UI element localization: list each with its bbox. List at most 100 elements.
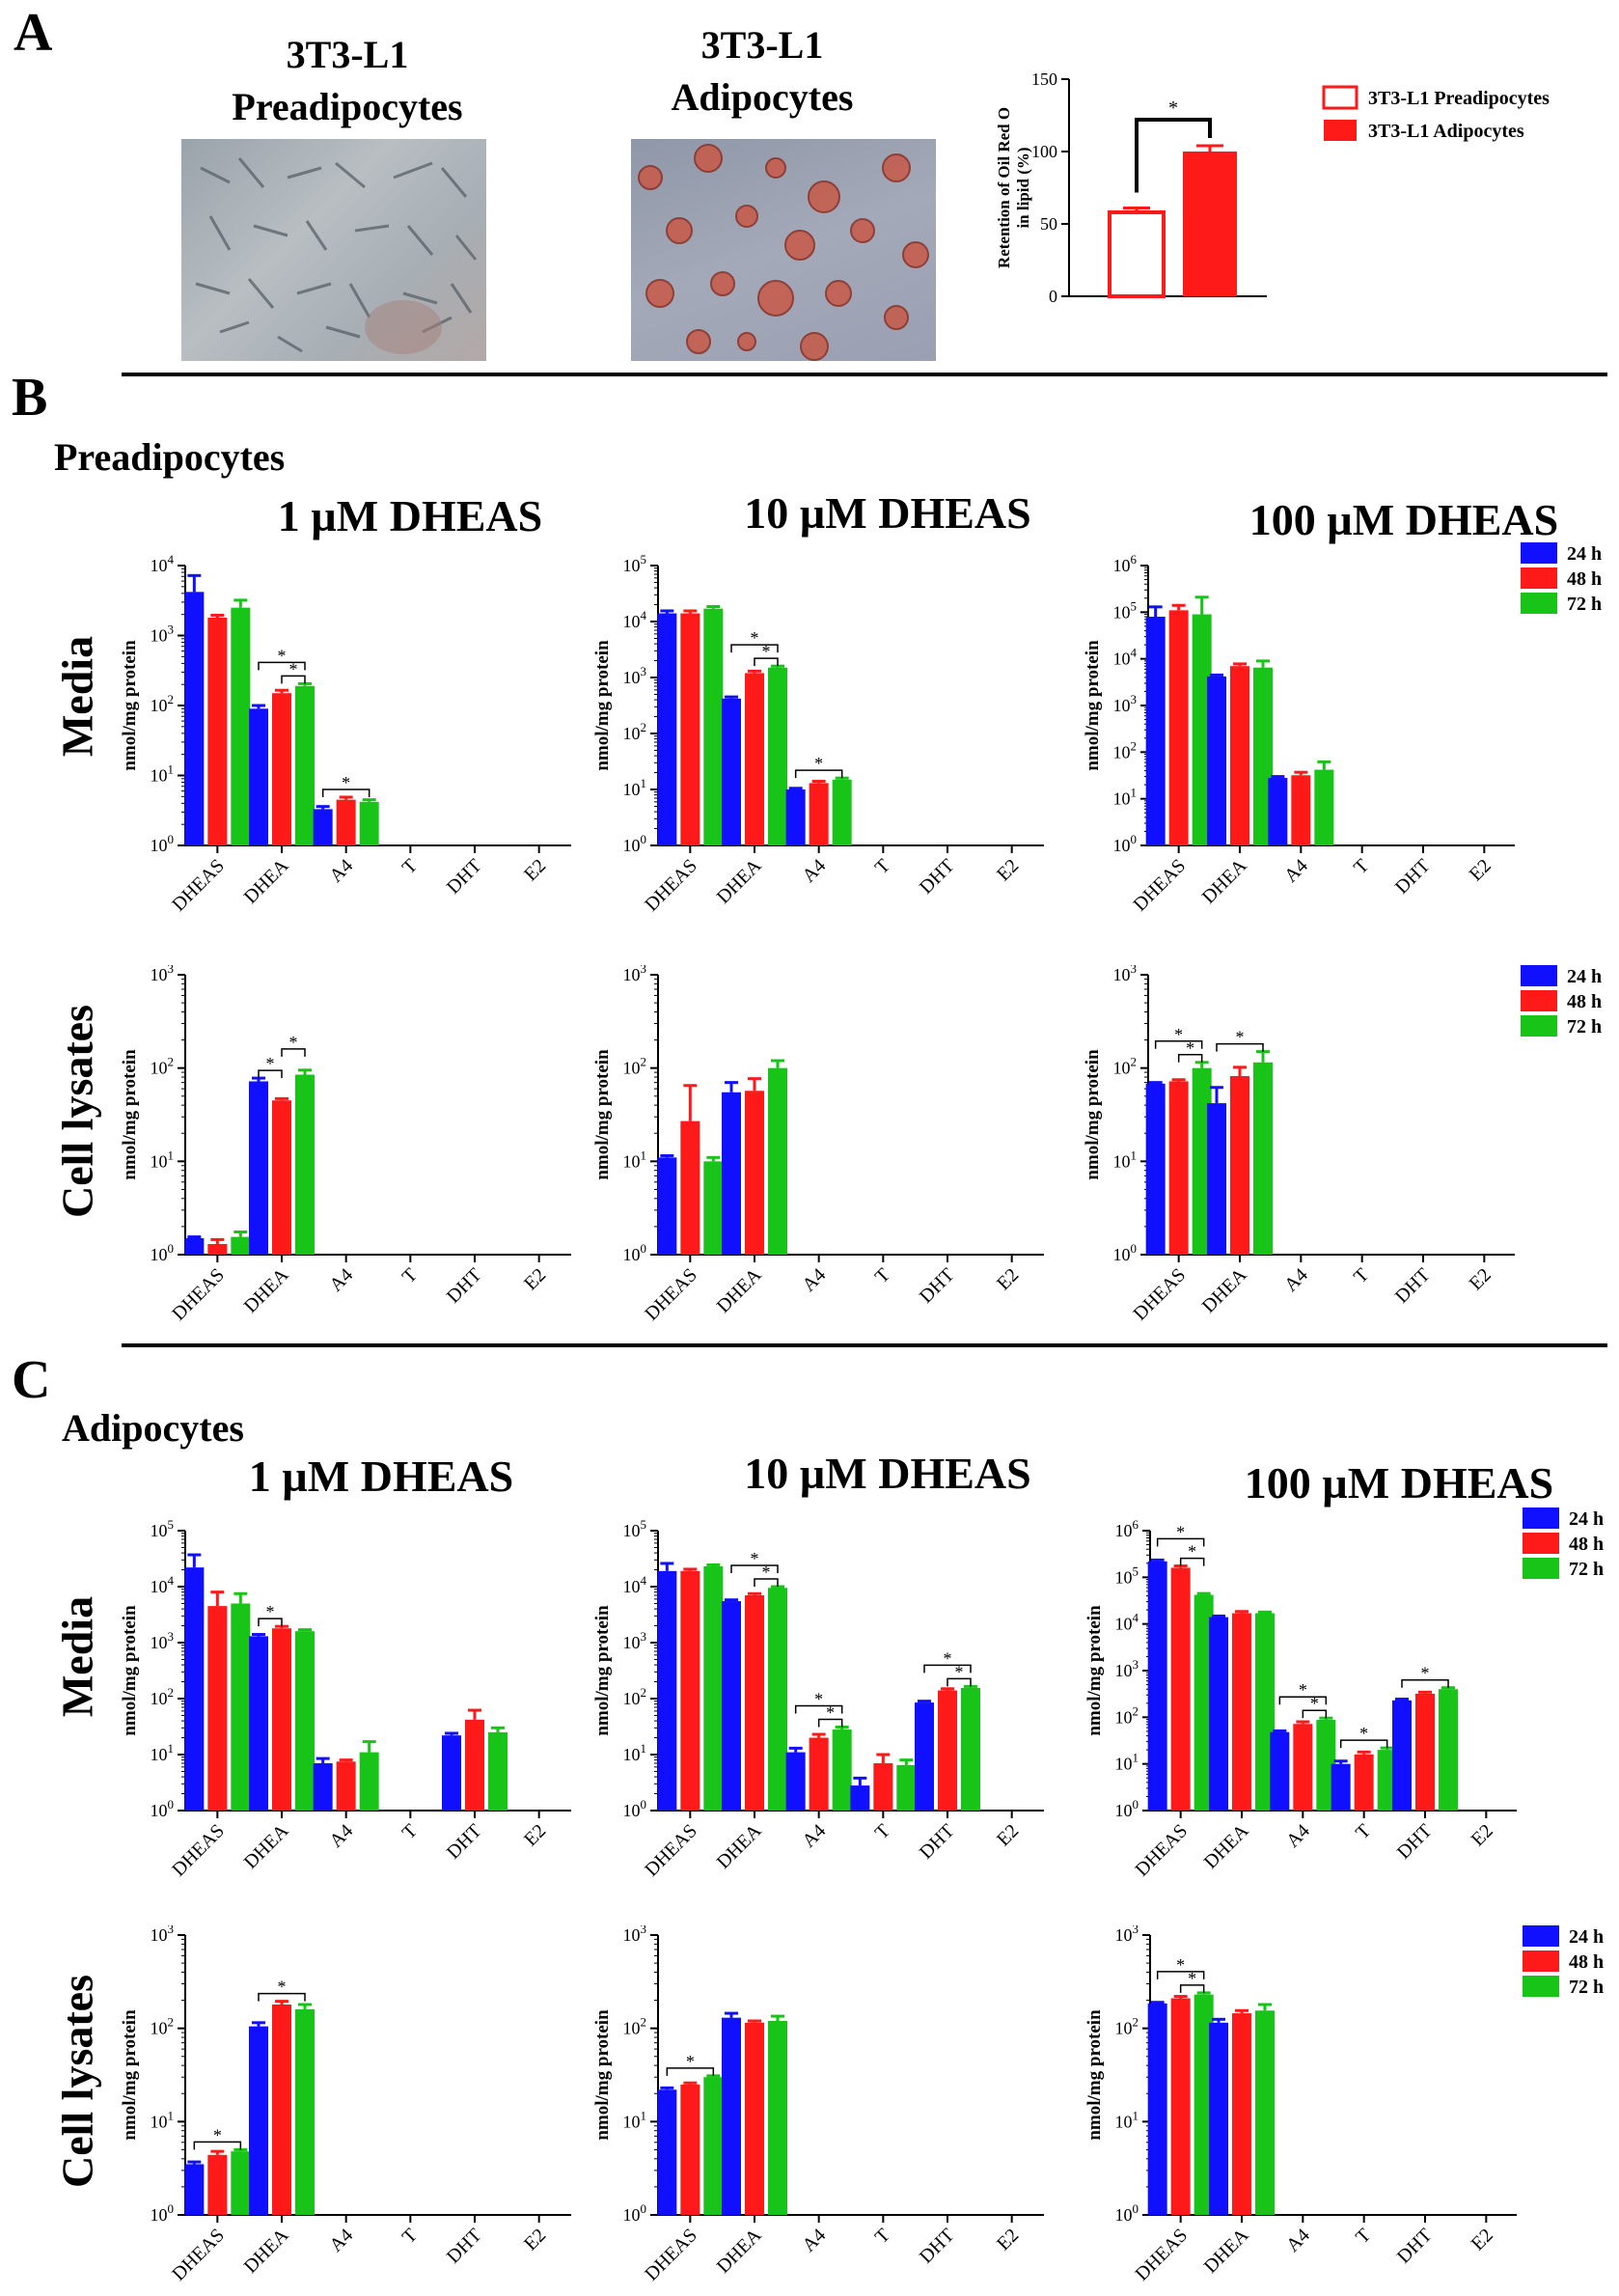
y-tick-label: 0	[1049, 287, 1057, 306]
bar	[768, 1588, 787, 1811]
panel-letter-b: B	[12, 368, 48, 428]
y-tick-exponent: 0	[641, 1241, 647, 1256]
y-tick-label: 105	[151, 1517, 175, 1540]
significance-bracket	[1177, 1054, 1203, 1063]
legend-swatch	[1521, 965, 1557, 986]
significance-star: *	[289, 1033, 298, 1052]
bar	[272, 1100, 291, 1255]
x-tick-label: A4	[1280, 1264, 1312, 1296]
y-tick-exponent: 0	[1131, 1241, 1138, 1256]
significance-bracket	[1179, 1984, 1205, 1993]
bar	[1168, 610, 1189, 845]
y-tick-label: 101	[623, 2108, 647, 2131]
y-tick-exponent: 1	[1131, 786, 1138, 800]
y-axis-label: nmol/mg protein	[1084, 2009, 1105, 2141]
y-tick-label: 102	[151, 1685, 175, 1708]
y-tick-exponent: 1	[1131, 1148, 1138, 1162]
y-tick-label: 103	[151, 1629, 175, 1652]
significance-star: *	[1188, 1542, 1196, 1562]
x-tick-label: E2	[1468, 2225, 1497, 2255]
y-tick-exponent: 1	[168, 762, 175, 777]
y-tick-label: 101	[1113, 786, 1138, 809]
x-tick-label: T	[1352, 1820, 1375, 1843]
bar	[832, 779, 852, 845]
y-tick-exponent: 3	[641, 1925, 647, 1936]
bar	[359, 801, 379, 845]
bar	[1253, 1062, 1273, 1255]
bar	[184, 1237, 205, 1255]
bar	[1209, 1617, 1228, 1811]
significance-bracket	[817, 1718, 843, 1728]
divider-a-b	[122, 373, 1607, 376]
bar	[768, 1067, 787, 1255]
bar	[745, 1091, 764, 1255]
y-axis-label: nmol/mg protein	[120, 1049, 140, 1180]
legend-label: 72 h	[1567, 594, 1602, 615]
x-tick-label: E2	[1466, 1264, 1496, 1294]
y-tick-exponent: 2	[168, 1685, 175, 1700]
y-tick-label: 103	[623, 1925, 647, 1945]
x-tick-label: DHEAS	[641, 855, 701, 916]
bar	[1192, 614, 1212, 845]
significance-bracket	[1339, 1739, 1388, 1749]
bar	[249, 1081, 268, 1255]
bar	[1194, 1594, 1214, 1811]
x-tick-label: DHEA	[1198, 855, 1251, 908]
y-axis-label: Retention of Oil Red O	[995, 107, 1013, 268]
y-tick-label: 104	[623, 1573, 647, 1596]
y-tick-exponent: 0	[641, 1797, 647, 1812]
preadipocytes-cells-drawing	[195, 157, 478, 354]
y-tick-label: 101	[151, 1148, 175, 1171]
panel-letter-a: A	[14, 3, 53, 63]
bar	[680, 1570, 700, 1811]
x-tick-label: A4	[325, 2225, 357, 2256]
y-tick-label: 100	[623, 1797, 647, 1820]
y-tick-label: 102	[623, 720, 647, 743]
legend-swatch	[1523, 1508, 1559, 1529]
significance-star: *	[1421, 1664, 1430, 1683]
y-tick-exponent: 1	[641, 1148, 647, 1162]
dose-title-1um-preadipocytes: 1 µM DHEAS	[277, 491, 543, 540]
y-axis-label: nmol/mg protein	[592, 640, 613, 771]
y-tick-label: 102	[623, 1685, 647, 1708]
x-tick-label: DHT	[1393, 1820, 1437, 1864]
section-label-preadipocytes: Preadipocytes	[54, 435, 286, 479]
legend-label: 72 h	[1569, 1559, 1604, 1580]
bar	[1291, 775, 1311, 845]
bar	[896, 1764, 917, 1811]
bar	[1145, 1083, 1166, 1255]
significance-bracket	[258, 1992, 306, 2002]
bar	[1439, 1689, 1458, 1811]
y-tick-label: 103	[151, 622, 175, 646]
x-tick-label: DHEA	[1200, 1820, 1253, 1873]
bar	[207, 2154, 228, 2215]
y-tick-exponent: 0	[168, 832, 175, 846]
bar	[915, 1702, 934, 1811]
y-tick-exponent: 0	[168, 2201, 175, 2216]
bar	[1183, 152, 1237, 296]
bar	[703, 608, 724, 845]
y-tick-exponent: 4	[168, 552, 175, 567]
bar	[359, 1752, 379, 1811]
bar	[1192, 1067, 1212, 1255]
x-tick-label: DHT	[1391, 855, 1435, 899]
bar	[1354, 1754, 1374, 1811]
y-tick-exponent: 3	[1131, 692, 1138, 706]
y-tick-exponent: 1	[1133, 1751, 1139, 1765]
bar	[465, 1719, 484, 1811]
y-tick-exponent: 6	[1131, 552, 1138, 567]
dose-title-10um-adipocytes: 10 µM DHEAS	[744, 1449, 1031, 1498]
significance-star: *	[762, 642, 771, 661]
y-tick-label: 105	[623, 552, 647, 575]
y-tick-label: 101	[623, 1741, 647, 1764]
dose-title-10um-preadipocytes: 10 µM DHEAS	[744, 488, 1031, 538]
bar	[1314, 769, 1334, 845]
y-tick-exponent: 2	[641, 1055, 647, 1069]
x-tick-label: E2	[1466, 855, 1496, 885]
y-axis-label: in lipid (%)	[1014, 147, 1032, 228]
y-tick-label: 101	[1113, 1148, 1138, 1171]
y-tick-exponent: 0	[1133, 2201, 1139, 2216]
